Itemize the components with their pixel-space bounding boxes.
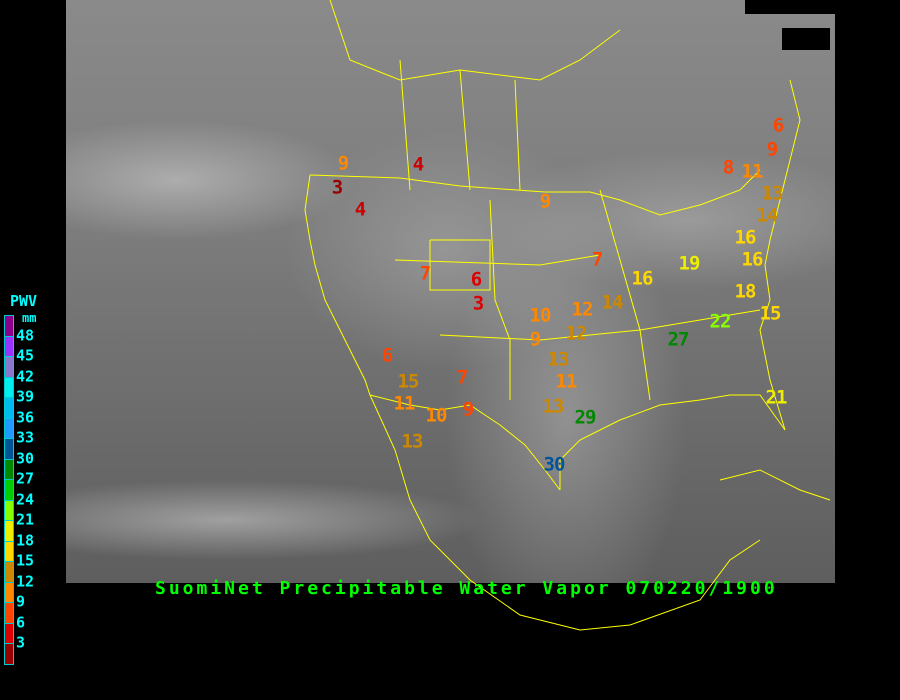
station-pwv-value: 18 <box>734 280 757 303</box>
station-pwv-value: 10 <box>425 404 448 427</box>
legend-color-bar <box>4 315 14 665</box>
station-pwv-value: 12 <box>571 298 594 321</box>
legend-label: 30 <box>16 449 35 467</box>
station-pwv-value: 11 <box>393 392 416 415</box>
us-canada-border <box>309 169 761 216</box>
legend-label: 12 <box>16 572 35 590</box>
station-pwv-value: 7 <box>456 366 468 389</box>
map-title: SuomiNet Precipitable Water Vapor 070220… <box>155 578 778 599</box>
station-pwv-value: 6 <box>470 268 482 291</box>
station-pwv-value: 9 <box>529 328 541 351</box>
legend-label: 36 <box>16 408 35 426</box>
station-pwv-value: 21 <box>765 386 788 409</box>
canada-line <box>459 69 471 191</box>
legend-label: 42 <box>16 367 35 385</box>
station-pwv-value: 10 <box>529 304 552 327</box>
cuba <box>719 469 831 501</box>
legend-label: 39 <box>16 387 35 406</box>
station-pwv-value: 30 <box>543 453 566 476</box>
station-pwv-value: 9 <box>462 398 474 421</box>
legend-swatch <box>4 541 14 562</box>
us-mexico-border <box>369 394 561 491</box>
legend-swatch <box>4 562 14 583</box>
station-pwv-value: 9 <box>337 152 349 175</box>
legend-label: 15 <box>16 551 35 570</box>
east-coast <box>759 79 801 431</box>
legend-label: 3 <box>16 633 26 652</box>
state-line <box>489 199 511 400</box>
station-pwv-value: 27 <box>667 328 690 351</box>
station-pwv-value: 22 <box>709 310 732 333</box>
station-pwv-value: 4 <box>412 153 424 176</box>
image-mask <box>745 0 835 14</box>
legend-swatch <box>4 459 14 480</box>
station-pwv-value: 7 <box>591 248 603 271</box>
mexico-coast <box>369 394 761 631</box>
legend-label: 33 <box>16 428 35 447</box>
us-west-coast <box>304 174 371 396</box>
station-pwv-value: 19 <box>678 252 701 275</box>
legend-swatch <box>4 480 14 501</box>
legend-label: 21 <box>16 510 35 529</box>
station-pwv-value: 8 <box>722 156 734 179</box>
station-pwv-value: 13 <box>761 182 784 205</box>
station-pwv-value: 29 <box>574 406 597 429</box>
station-pwv-value: 16 <box>631 267 654 290</box>
legend-label: 18 <box>16 531 35 549</box>
station-pwv-value: 4 <box>354 198 366 221</box>
station-pwv-value: 13 <box>542 395 565 418</box>
legend-swatch <box>4 439 14 460</box>
station-pwv-value: 11 <box>741 160 764 183</box>
legend-swatch <box>4 603 14 624</box>
legend-unit: mm <box>22 311 37 325</box>
legend-swatch <box>4 644 14 665</box>
legend-label: 9 <box>16 592 26 611</box>
canada-line <box>399 59 411 191</box>
image-mask <box>782 28 830 50</box>
gulf-coast <box>559 394 786 490</box>
station-pwv-value: 3 <box>331 176 343 199</box>
station-pwv-value: 9 <box>766 138 778 161</box>
station-pwv-value: 7 <box>419 262 431 285</box>
station-pwv-value: 12 <box>565 322 588 345</box>
legend-swatch <box>4 500 14 521</box>
legend-swatch <box>4 377 14 398</box>
satellite-image <box>66 0 835 583</box>
station-pwv-value: 6 <box>381 344 393 367</box>
state-line <box>429 239 491 291</box>
legend-title: PWV <box>10 292 38 310</box>
station-pwv-value: 14 <box>601 291 624 314</box>
station-pwv-value: 14 <box>756 204 779 227</box>
legend-label: 48 <box>16 326 35 344</box>
station-pwv-value: 16 <box>734 226 757 249</box>
legend-swatch <box>4 582 14 603</box>
legend-label: 24 <box>16 490 35 508</box>
state-line <box>599 189 651 401</box>
canada-line <box>329 0 621 81</box>
legend-label: 45 <box>16 346 35 365</box>
station-pwv-value: 15 <box>759 302 782 325</box>
station-pwv-value: 13 <box>401 430 424 453</box>
legend-label: 6 <box>16 613 26 631</box>
station-pwv-value: 13 <box>547 348 570 371</box>
legend-swatch <box>4 521 14 542</box>
state-line <box>394 254 601 266</box>
legend-swatch <box>4 418 14 439</box>
legend-swatch <box>4 315 14 337</box>
legend-swatch <box>4 398 14 419</box>
canada-line <box>514 79 521 191</box>
legend-swatch <box>4 623 14 644</box>
station-pwv-value: 15 <box>397 370 420 393</box>
legend-swatch <box>4 336 14 357</box>
legend-label: 27 <box>16 469 35 488</box>
station-pwv-value: 16 <box>741 248 764 271</box>
legend-swatch <box>4 357 14 378</box>
station-pwv-value: 9 <box>539 190 551 213</box>
station-pwv-value: 3 <box>472 292 484 315</box>
station-pwv-value: 11 <box>555 370 578 393</box>
station-pwv-value: 6 <box>772 114 784 137</box>
